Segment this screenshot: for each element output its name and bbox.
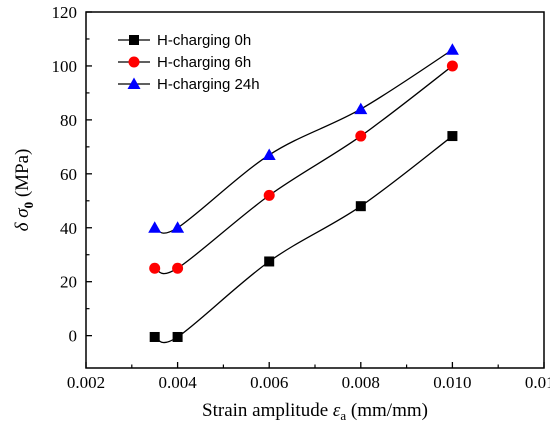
x-axis-label-unit: (mm/mm) [346,400,428,421]
y-tick-label: 60 [60,165,77,184]
y-axis-label-delta: δ [12,218,33,232]
legend-label-0: H-charging 0h [157,32,251,49]
series-markers [148,43,459,342]
y-tick-label: 80 [60,111,77,130]
plot-frame [85,11,545,369]
legend: H-charging 0h H-charging 6h H-charging 24h [118,32,260,93]
series-1-point [446,60,458,72]
x-tick-label: 0.010 [433,373,471,392]
x-axis-ticks: 0.002 0.004 0.006 0.008 0.010 0.012 [67,362,550,392]
y-axis-label: δ σ0 (MPa) [12,149,36,232]
y-axis-ticks: 0 20 40 60 80 100 120 [52,3,92,346]
legend-marker-2 [127,77,141,89]
x-tick-label: 0.004 [158,373,197,392]
legend-label-1: H-charging 6h [157,54,251,71]
series-curves [154,49,453,344]
y-axis-label-unit: (MPa) [12,149,33,202]
series-2-point [262,148,276,160]
y-tick-label: 20 [60,273,77,292]
x-axis-label-main: Strain amplitude [202,400,333,421]
y-tick-label: 0 [69,327,78,346]
x-axis-label-subscript: a [340,408,346,423]
series-1-point [355,130,367,142]
series-0-point [355,201,366,212]
series-1-point [149,262,161,274]
legend-marker-0 [129,35,139,45]
series-0-point [447,131,458,142]
x-axis-label-symbol: ε [333,400,341,421]
series-0-point [149,331,160,342]
y-tick-label: 120 [52,3,78,22]
x-tick-label: 0.012 [525,373,550,392]
series-2-point [354,102,368,115]
x-tick-label: 0.006 [250,373,288,392]
legend-label-2: H-charging 24h [157,76,260,93]
y-tick-label: 100 [52,57,78,76]
series-0-point [172,331,183,342]
x-axis-label: Strain amplitude εa (mm/mm) [202,400,428,423]
series-2-point [171,221,185,233]
series-curve-0 [154,135,453,344]
series-2-point [148,221,162,233]
x-tick-label: 0.002 [67,373,105,392]
y-tick-label: 40 [60,219,77,238]
series-0-point [264,256,275,267]
series-curve-1 [154,65,453,275]
series-1-point [263,189,275,201]
series-2-point [445,43,459,55]
legend-marker-1 [128,56,140,68]
x-tick-label: 0.008 [342,373,380,392]
series-1-point [172,262,184,274]
y-axis-label-subscript: 0 [21,202,36,209]
y-axis-label-symbol: σ [12,208,33,218]
